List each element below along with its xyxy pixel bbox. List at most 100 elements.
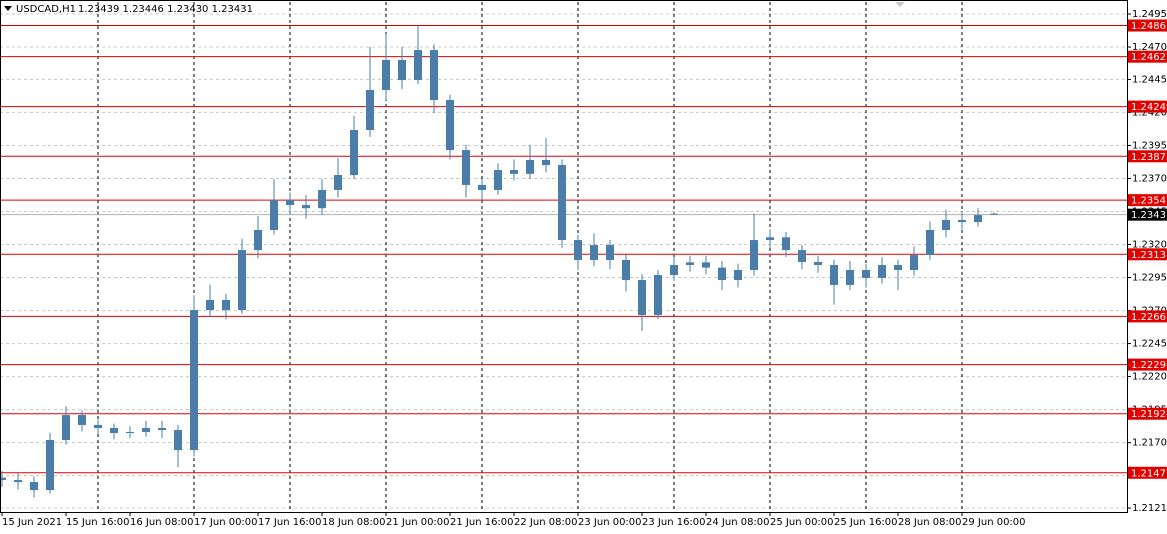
candle-body (702, 262, 710, 268)
level-label-box (1128, 19, 1167, 32)
y-tick-label: 1.22205 (1132, 372, 1167, 383)
candle-body (590, 245, 598, 260)
candle-body (430, 50, 438, 101)
level-label: 1.24627 (1131, 52, 1167, 63)
x-tick-label: 22 Jun 08:00 (514, 517, 578, 528)
candle-body (222, 299, 230, 311)
candle-body (0, 477, 6, 481)
y-tick-label: 1.22455 (1132, 339, 1167, 350)
candle-body (238, 250, 246, 311)
shift-marker (895, 2, 905, 7)
y-tick-label: 1.24700 (1132, 42, 1167, 53)
y-tick-label: 1.24950 (1132, 9, 1167, 20)
level-label-box (1128, 358, 1167, 371)
candle-body (62, 415, 70, 441)
candle-body (142, 427, 150, 432)
candle-body (174, 429, 182, 451)
candle-body (542, 159, 550, 165)
level-label: 1.21924 (1131, 409, 1167, 420)
candle-body (894, 264, 902, 271)
candle-body (494, 170, 502, 190)
x-tick-label: 25 Jun 16:00 (834, 517, 898, 528)
candle-body (814, 261, 822, 265)
candle-body (926, 229, 934, 255)
x-tick-label: 15 Jun 16:00 (66, 517, 130, 528)
candle-body (398, 59, 406, 81)
candle-body (958, 219, 966, 223)
level-label: 1.23873 (1131, 152, 1167, 163)
candle-body (798, 250, 806, 262)
level-label-box (1128, 248, 1167, 261)
candle-body (910, 254, 918, 271)
x-tick-label: 28 Jun 08:00 (898, 517, 962, 528)
x-tick-label: 23 Jun 00:00 (578, 517, 642, 528)
candle-body (750, 240, 758, 271)
candle-body (718, 267, 726, 281)
candle-body (190, 310, 198, 451)
y-tick-label: 1.24455 (1132, 74, 1167, 85)
y-tick-label: 1.21210 (1132, 503, 1167, 514)
candle-body (78, 415, 86, 425)
level-label: 1.22296 (1131, 360, 1167, 371)
candle-body (638, 280, 646, 316)
chart-title: USDCAD,H1 (16, 4, 76, 15)
candle-body (126, 431, 134, 434)
candle-body (974, 215, 982, 223)
level-label-box (1128, 310, 1167, 323)
x-tick-label: 25 Jun 00:00 (770, 517, 834, 528)
level-label-box (1128, 466, 1167, 479)
plot-frame (0, 0, 1128, 513)
candle-body (510, 170, 518, 174)
x-tick-label: 21 Jun 00:00 (386, 517, 450, 528)
candle-body (270, 200, 278, 230)
candle-body (846, 270, 854, 285)
candle-body (462, 150, 470, 185)
x-tick-label: 17 Jun 00:00 (194, 517, 258, 528)
candle-body (942, 219, 950, 230)
candle-body (350, 129, 358, 176)
candle-body (574, 240, 582, 260)
x-tick-label: 16 Jun 08:00 (130, 517, 194, 528)
candle-body (654, 275, 662, 316)
candle-body (734, 270, 742, 281)
candle-body (766, 237, 774, 241)
candle-body (990, 213, 998, 215)
level-label: 1.24249 (1131, 102, 1167, 113)
menu-arrow (4, 6, 12, 11)
candle-body (302, 205, 310, 209)
candle-body (526, 159, 534, 174)
y-tick-label: 1.21705 (1132, 438, 1167, 449)
level-label-box (1128, 50, 1167, 63)
candle-body (318, 189, 326, 209)
x-tick-label: 29 Jun 00:00 (962, 517, 1026, 528)
candle-body (14, 480, 22, 483)
candle-body (446, 100, 454, 151)
candle-body (782, 237, 790, 251)
candle-body (286, 200, 294, 206)
candle-body (382, 59, 390, 90)
candle-body (366, 89, 374, 130)
candle-body (830, 264, 838, 285)
y-tick-label: 1.22955 (1132, 273, 1167, 284)
x-tick-label: 18 Jun 08:00 (322, 517, 386, 528)
y-tick-label: 1.23955 (1132, 140, 1167, 151)
current-price-label: 1.23431 (1131, 210, 1167, 221)
candle-body (622, 259, 630, 281)
candle-body (478, 184, 486, 190)
level-label: 1.21477 (1131, 468, 1167, 479)
candle-body (558, 164, 566, 241)
candle-body (606, 245, 614, 260)
level-label-box (1128, 194, 1167, 207)
y-tick-label: 1.23705 (1132, 173, 1167, 184)
level-label-box (1128, 100, 1167, 113)
y-tick-label: 1.23205 (1132, 240, 1167, 251)
level-label: 1.24863 (1131, 21, 1167, 32)
candle-body (30, 482, 38, 491)
candle-body (878, 264, 886, 278)
candle-body (110, 427, 118, 434)
